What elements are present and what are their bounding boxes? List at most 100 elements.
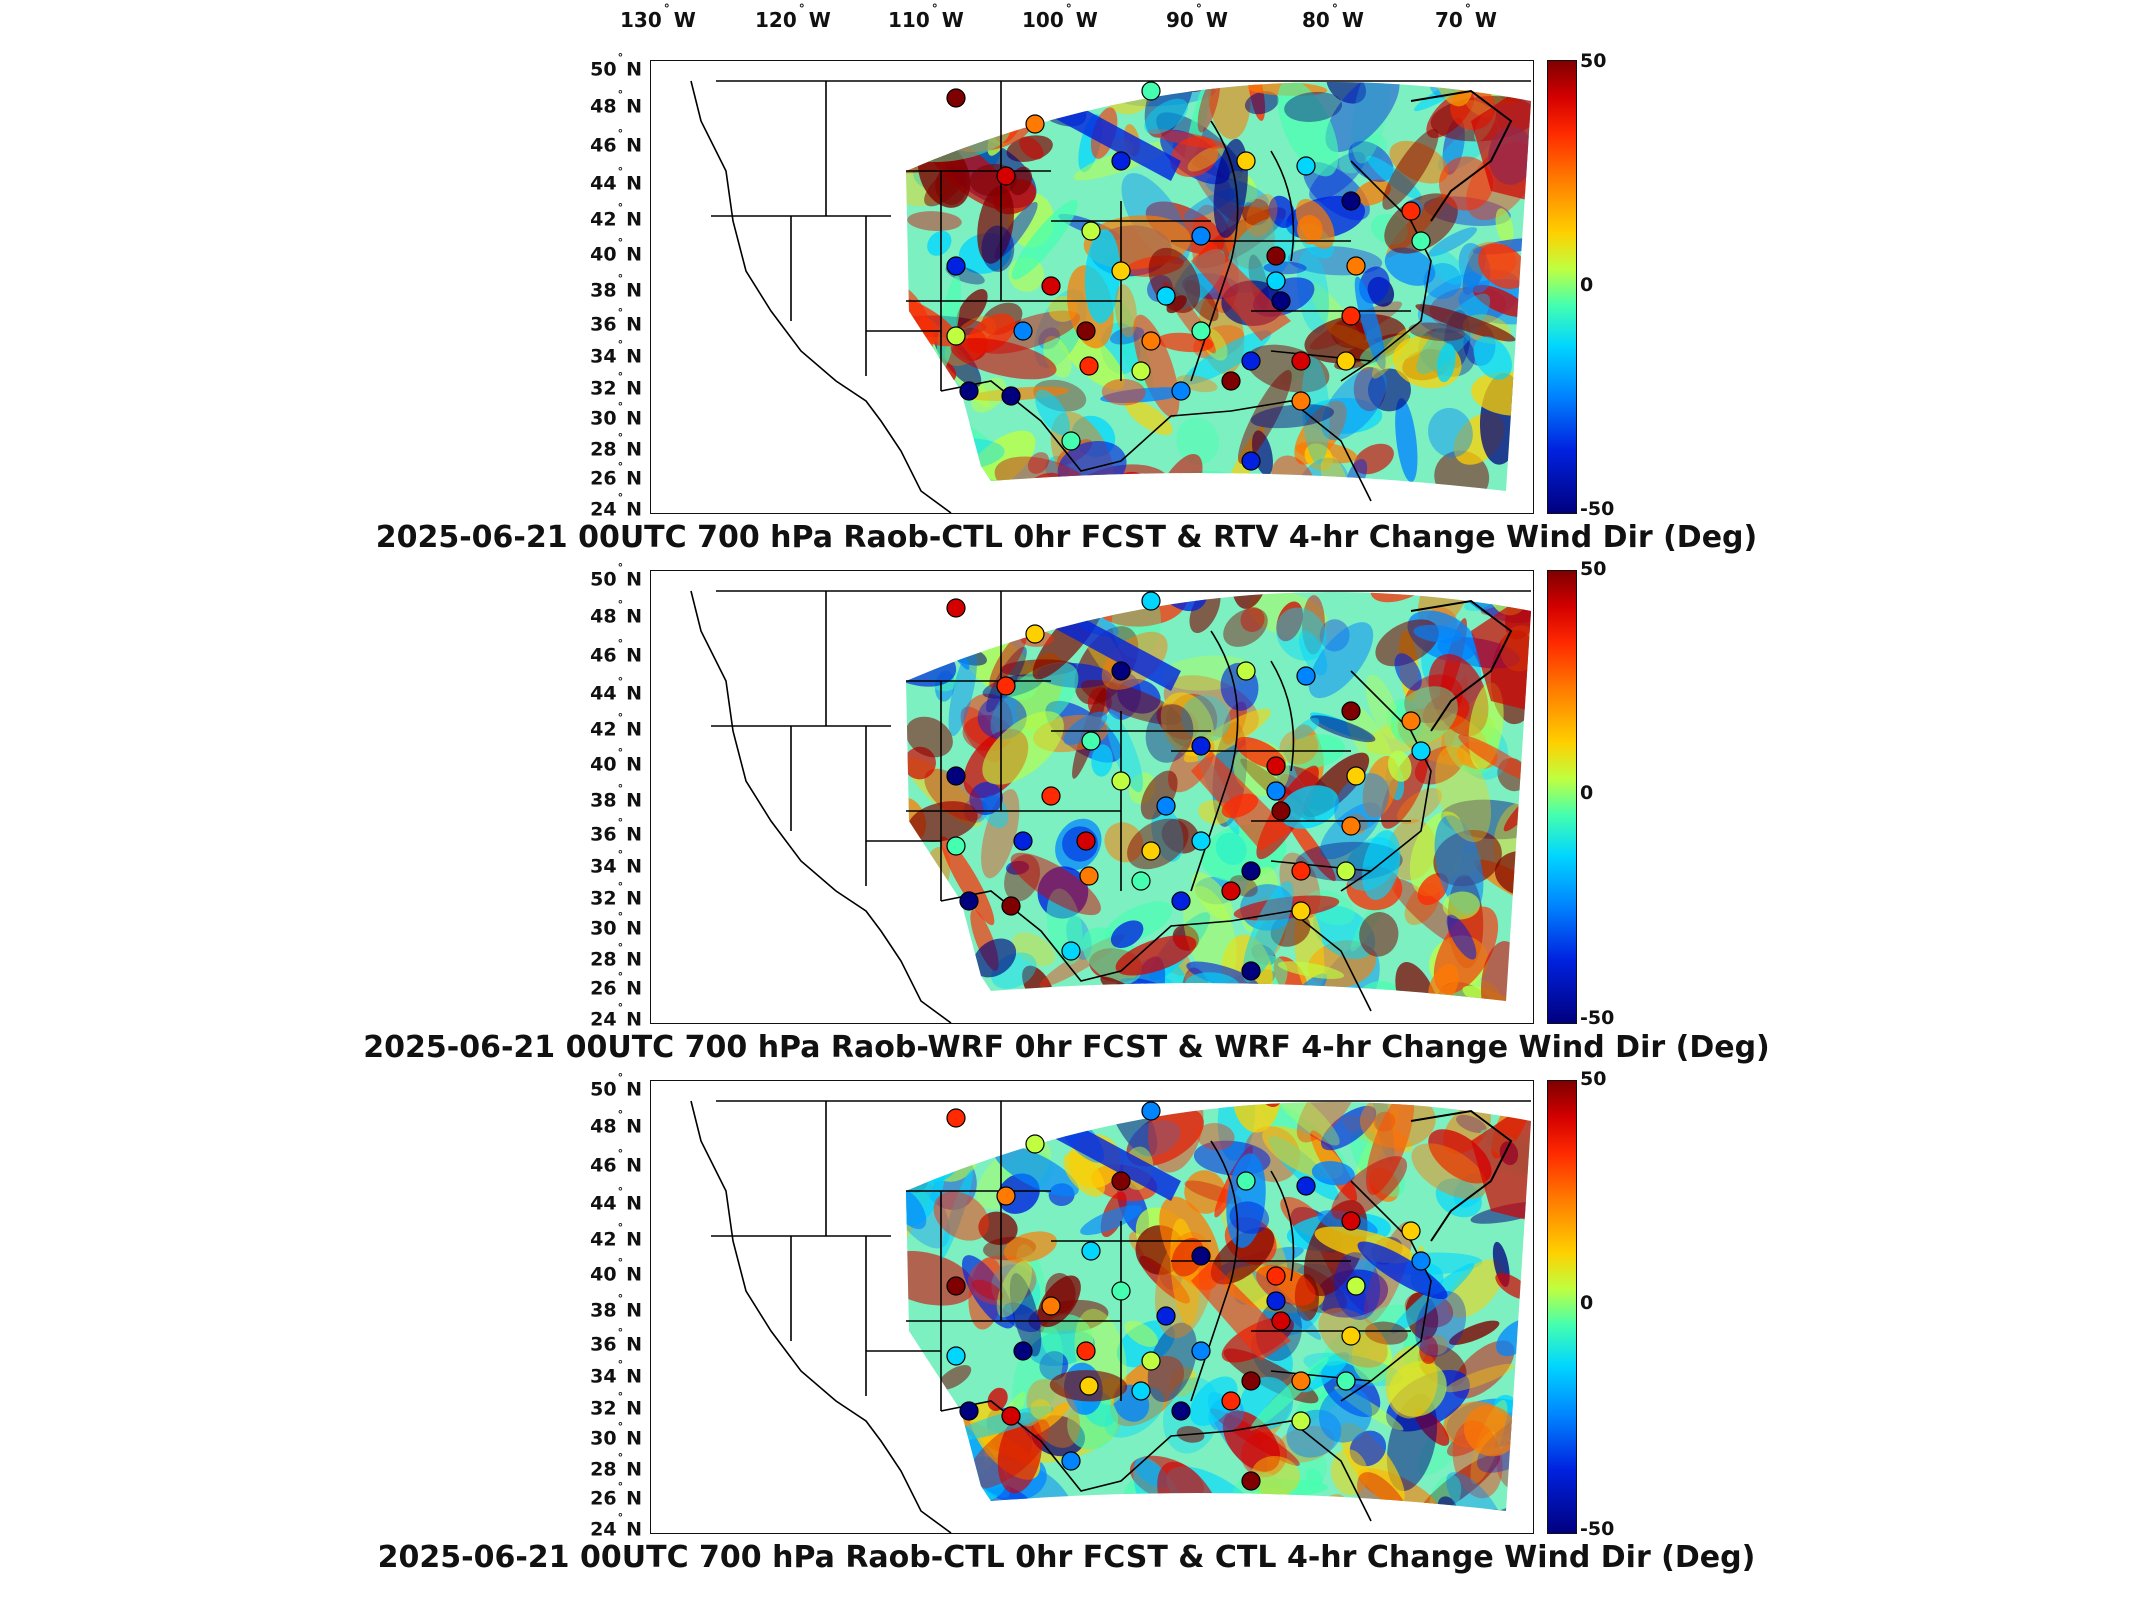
lat-label: 30°N — [590, 910, 642, 940]
raob-stations — [946, 591, 1431, 981]
raob-station-marker — [1341, 816, 1361, 836]
raob-station-marker — [1336, 351, 1356, 371]
map-panel-1: 50 0 -50 2025-06-21 00UTC 700 hPa Raob-C… — [0, 0, 2133, 560]
lat-label: 24°N — [590, 491, 642, 521]
raob-station-marker — [959, 381, 979, 401]
lat-label: 26°N — [590, 460, 642, 490]
raob-station-marker — [1291, 1371, 1311, 1391]
lat-label: 46°N — [590, 637, 642, 667]
raob-station-marker — [959, 1401, 979, 1421]
raob-station-marker — [1341, 191, 1361, 211]
lat-label: 26°N — [590, 970, 642, 1000]
raob-station-marker — [1291, 351, 1311, 371]
raob-station-marker — [1041, 786, 1061, 806]
raob-station-marker — [1141, 81, 1161, 101]
raob-station-marker — [1341, 701, 1361, 721]
raob-station-marker — [1346, 766, 1366, 786]
raob-station-marker — [1341, 1326, 1361, 1346]
raob-station-marker — [1111, 1281, 1131, 1301]
raob-station-marker — [1141, 841, 1161, 861]
lat-label: 38°N — [590, 272, 642, 302]
raob-station-marker — [1061, 1451, 1081, 1471]
raob-station-marker — [946, 1108, 966, 1128]
colorbar — [1547, 570, 1577, 1024]
raob-station-marker — [1156, 1306, 1176, 1326]
raob-station-marker — [1079, 356, 1099, 376]
map-svg — [690, 80, 1531, 513]
lat-label: 30°N — [590, 1420, 642, 1450]
lat-label: 48°N — [590, 88, 642, 118]
raob-station-marker — [946, 326, 966, 346]
raob-station-marker — [1081, 1241, 1101, 1261]
raob-station-marker — [1191, 736, 1211, 756]
raob-station-marker — [946, 836, 966, 856]
map-panel-2: 50 0 -50 2025-06-21 00UTC 700 hPa Raob-W… — [363, 558, 1770, 1065]
raob-station-marker — [1241, 861, 1261, 881]
raob-station-marker — [1076, 831, 1096, 851]
lat-label: 28°N — [590, 941, 642, 971]
lat-label: 46°N — [590, 127, 642, 157]
lat-label: 28°N — [590, 431, 642, 461]
raob-station-marker — [1271, 801, 1291, 821]
panel-title: 2025-06-21 00UTC 700 hPa Raob-CTL 0hr FC… — [375, 520, 1758, 555]
lat-label: 50°N — [590, 1071, 642, 1101]
raob-station-marker — [1271, 291, 1291, 311]
raob-station-marker — [1291, 1411, 1311, 1431]
lat-label: 48°N — [590, 598, 642, 628]
raob-station-marker — [1241, 1371, 1261, 1391]
raob-station-marker — [1156, 796, 1176, 816]
raob-station-marker — [1291, 861, 1311, 881]
raob-station-marker — [1191, 1246, 1211, 1266]
raob-station-marker — [1111, 661, 1131, 681]
raob-station-marker — [1221, 1391, 1241, 1411]
lat-label: 36°N — [590, 1326, 642, 1356]
raob-station-marker — [946, 766, 966, 786]
raob-station-marker — [1001, 896, 1021, 916]
raob-station-marker — [996, 166, 1016, 186]
lat-label: 34°N — [590, 1358, 642, 1388]
lat-label: 26°N — [590, 1480, 642, 1510]
raob-station-marker — [1191, 831, 1211, 851]
panel-title: 2025-06-21 00UTC 700 hPa Raob-WRF 0hr FC… — [363, 1030, 1770, 1065]
colorbar — [1547, 1080, 1577, 1534]
raob-station-marker — [1336, 861, 1356, 881]
raob-station-marker — [1191, 1341, 1211, 1361]
raob-station-marker — [1236, 151, 1256, 171]
raob-station-marker — [1041, 276, 1061, 296]
lat-label: 32°N — [590, 880, 642, 910]
raob-station-marker — [1336, 1371, 1356, 1391]
lat-label: 38°N — [590, 782, 642, 812]
map-svg — [690, 590, 1531, 1023]
lon-label: 120 ° W — [755, 2, 831, 32]
colorbar-mid-label: 0 — [1580, 782, 1594, 804]
lon-label: 110 ° W — [888, 2, 964, 32]
raob-station-marker — [1266, 246, 1286, 266]
raob-station-marker — [1141, 591, 1161, 611]
raob-station-marker — [946, 598, 966, 618]
colorbar — [1547, 60, 1577, 514]
raob-station-marker — [1291, 901, 1311, 921]
raob-station-marker — [1076, 1341, 1096, 1361]
raob-station-marker — [946, 88, 966, 108]
lat-label: 34°N — [590, 848, 642, 878]
raob-station-marker — [1221, 371, 1241, 391]
raob-station-marker — [1061, 431, 1081, 451]
raob-station-marker — [1266, 756, 1286, 776]
lon-label: 100 ° W — [1022, 2, 1098, 32]
lat-label: 32°N — [590, 1390, 642, 1420]
raob-station-marker — [1221, 881, 1241, 901]
raob-station-marker — [1271, 1311, 1291, 1331]
raob-station-marker — [1013, 1341, 1033, 1361]
political-boundaries — [690, 1100, 1531, 1533]
raob-station-marker — [1141, 331, 1161, 351]
lat-label: 28°N — [590, 1451, 642, 1481]
raob-station-marker — [1081, 221, 1101, 241]
raob-station-marker — [1296, 666, 1316, 686]
political-boundaries — [690, 590, 1531, 1023]
raob-station-marker — [1241, 1471, 1261, 1491]
raob-station-marker — [1411, 741, 1431, 761]
raob-station-marker — [1266, 781, 1286, 801]
raob-stations — [946, 1101, 1431, 1491]
raob-station-marker — [959, 891, 979, 911]
lat-label: 32°N — [590, 370, 642, 400]
